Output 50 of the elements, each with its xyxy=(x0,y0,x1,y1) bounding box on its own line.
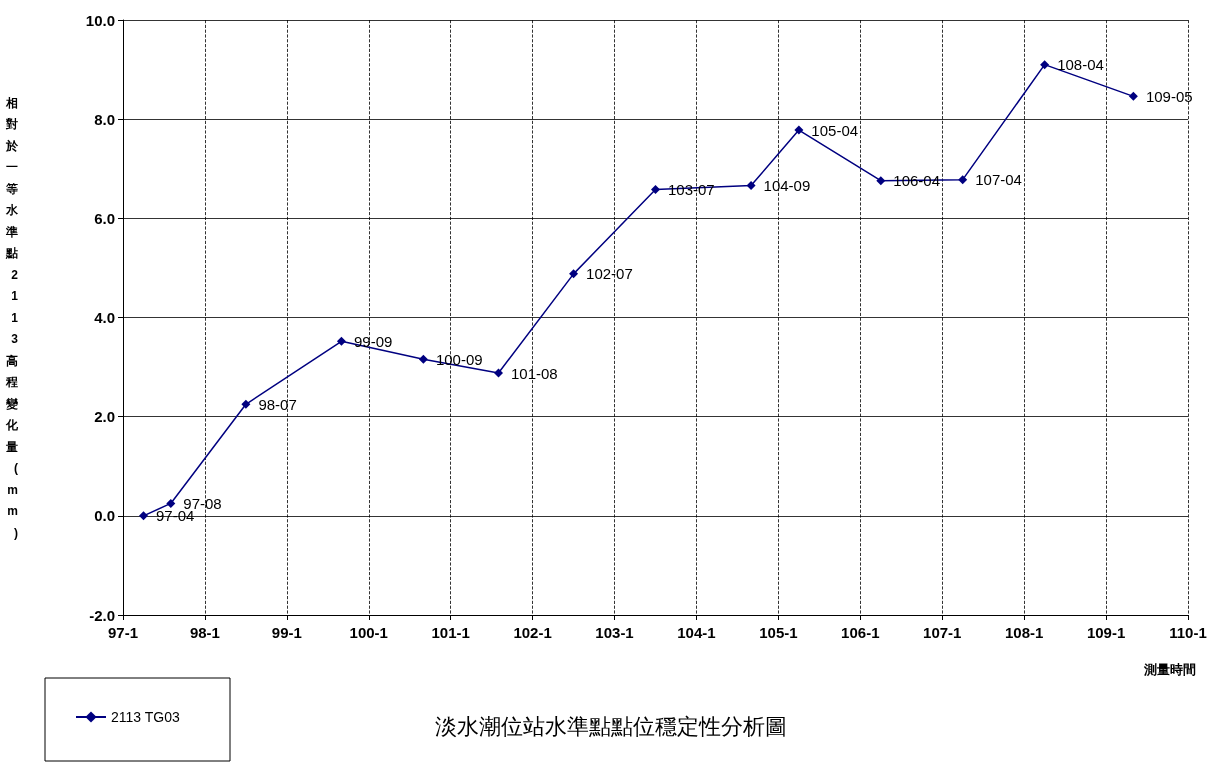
y-tick-label: -2.0 xyxy=(89,606,115,624)
x-axis-title: 測量時間 xyxy=(1143,662,1196,677)
y-tick-label: 4.0 xyxy=(94,309,115,326)
point xyxy=(746,181,756,191)
point xyxy=(1128,91,1138,101)
data-label: 97-08 xyxy=(183,494,222,512)
y-tick-label: 0.0 xyxy=(94,507,115,525)
x-tick-label: 108-1 xyxy=(1004,624,1044,641)
x-tick-label: 99-1 xyxy=(271,624,302,641)
data-label: 105-04 xyxy=(811,121,859,139)
x-tick-label: 110-1 xyxy=(1169,624,1207,641)
point xyxy=(876,176,886,186)
x-tick-label: 102-1 xyxy=(513,624,552,641)
point xyxy=(166,498,176,508)
y-tick-label: 8.0 xyxy=(94,110,115,128)
point xyxy=(241,399,251,409)
x-tick-label: 101-1 xyxy=(431,624,470,641)
data-label: 101-08 xyxy=(510,364,558,382)
data-label: 104-09 xyxy=(763,177,811,195)
y-tick-label: 10.0 xyxy=(85,11,115,29)
point xyxy=(651,185,660,195)
point xyxy=(958,175,968,185)
point xyxy=(1040,60,1050,70)
x-tick-label: 105-1 xyxy=(759,624,798,641)
data-label: 102-07 xyxy=(586,265,633,283)
data-label: 109-05 xyxy=(1145,87,1193,105)
x-tick-label: 97-1 xyxy=(107,624,139,641)
data-label: 108-04 xyxy=(1057,56,1104,74)
text: 相對於一等水準點2113高程變化量(mm) xyxy=(6,95,18,540)
data-label: 107-04 xyxy=(975,171,1022,189)
x-tick-label: 103-1 xyxy=(595,624,634,641)
data-label: 98-07 xyxy=(258,395,297,413)
point xyxy=(493,368,503,378)
x-tick-label: 98-1 xyxy=(189,624,220,641)
y-tick-label: 6.0 xyxy=(94,209,115,227)
x-tick-label: 109-1 xyxy=(1086,624,1126,641)
text: 淡水潮位站水準點點位穩定性分析圖 xyxy=(435,713,787,739)
point xyxy=(569,269,579,279)
y-tick-label: 2.0 xyxy=(94,408,115,426)
point xyxy=(794,125,804,135)
point xyxy=(336,336,346,346)
x-tick-label: 100-1 xyxy=(349,624,388,641)
x-tick-label: 106-1 xyxy=(841,624,880,641)
x-tick-label: 104-1 xyxy=(677,624,716,641)
point xyxy=(418,354,428,364)
point xyxy=(138,511,148,521)
legend-label: 2113 TG03 xyxy=(111,709,180,725)
data-label: 99-09 xyxy=(353,332,393,350)
data-label: 100-09 xyxy=(435,350,483,368)
x-tick-label: 107-1 xyxy=(923,624,962,641)
